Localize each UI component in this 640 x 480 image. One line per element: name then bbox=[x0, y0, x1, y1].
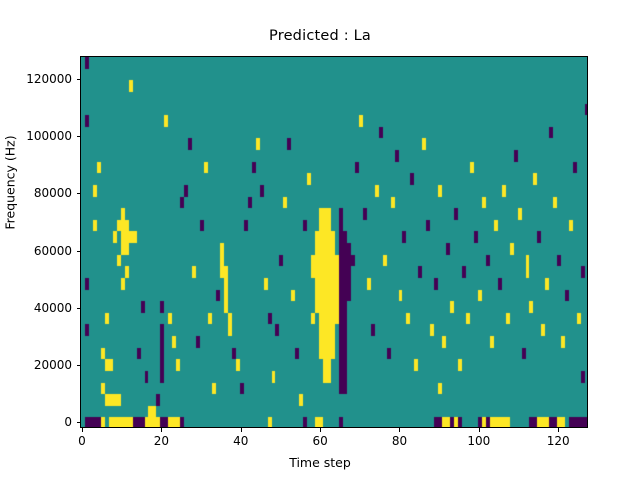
chart-title: Predicted : La bbox=[269, 28, 371, 44]
x-tick-mark bbox=[399, 428, 401, 432]
y-tick-label: 120000 bbox=[26, 71, 72, 86]
y-tick-label: 60000 bbox=[33, 243, 72, 258]
x-tick-label: 20 bbox=[153, 434, 169, 448]
y-tick-mark bbox=[76, 422, 80, 424]
x-tick-mark bbox=[81, 428, 83, 432]
y-tick-mark bbox=[76, 78, 80, 80]
y-axis-label: Frequency (Hz) bbox=[2, 135, 18, 230]
y-tick-label: 20000 bbox=[33, 358, 72, 373]
x-tick-mark bbox=[478, 428, 480, 432]
x-axis-label: Time step bbox=[289, 455, 351, 470]
x-tick-label: 60 bbox=[312, 434, 328, 448]
y-tick-mark bbox=[76, 193, 80, 195]
x-tick-label: 80 bbox=[391, 434, 408, 448]
y-tick-mark bbox=[76, 250, 80, 252]
y-tick-label: 100000 bbox=[26, 129, 72, 144]
x-tick-mark bbox=[240, 428, 242, 432]
y-tick-mark bbox=[76, 136, 80, 138]
y-tick-mark bbox=[76, 365, 80, 367]
heatmap-axes bbox=[80, 56, 588, 428]
x-tick-label: 100 bbox=[467, 434, 491, 448]
y-tick-label: 0 bbox=[64, 415, 72, 430]
x-tick-mark bbox=[320, 428, 322, 432]
spectrogram-heatmap bbox=[81, 57, 587, 427]
x-tick-mark bbox=[558, 428, 560, 432]
y-tick-label: 80000 bbox=[33, 186, 72, 201]
x-tick-label: 0 bbox=[78, 434, 86, 448]
y-tick-label: 40000 bbox=[33, 300, 72, 315]
x-tick-label: 40 bbox=[233, 434, 249, 448]
x-tick-mark bbox=[161, 428, 163, 432]
x-tick-label: 120 bbox=[546, 434, 570, 448]
y-tick-mark bbox=[76, 307, 80, 309]
